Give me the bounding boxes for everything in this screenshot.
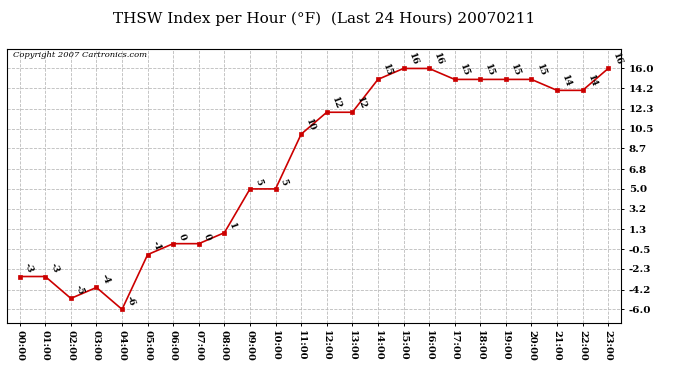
Text: -3: -3 — [23, 262, 34, 274]
Text: 1: 1 — [228, 222, 238, 231]
Text: 16: 16 — [406, 51, 420, 66]
Text: 15: 15 — [483, 62, 496, 77]
Text: 15: 15 — [535, 62, 547, 77]
Text: THSW Index per Hour (°F)  (Last 24 Hours) 20070211: THSW Index per Hour (°F) (Last 24 Hours)… — [113, 11, 535, 26]
Text: 15: 15 — [457, 62, 471, 77]
Text: 5: 5 — [279, 178, 289, 187]
Text: 15: 15 — [509, 62, 522, 77]
Text: 0: 0 — [176, 232, 187, 242]
Text: 14: 14 — [586, 73, 598, 88]
Text: 16: 16 — [611, 51, 624, 66]
Text: 10: 10 — [304, 117, 317, 132]
Text: 14: 14 — [560, 73, 573, 88]
Text: -4: -4 — [99, 273, 111, 285]
Text: -6: -6 — [125, 295, 137, 307]
Text: -1: -1 — [150, 240, 163, 252]
Text: 15: 15 — [381, 62, 394, 77]
Text: 16: 16 — [432, 51, 445, 66]
Text: -3: -3 — [48, 262, 60, 274]
Text: Copyright 2007 Cartronics.com: Copyright 2007 Cartronics.com — [13, 51, 147, 60]
Text: 12: 12 — [355, 95, 368, 110]
Text: 0: 0 — [202, 232, 213, 242]
Text: 5: 5 — [253, 178, 264, 187]
Text: 12: 12 — [330, 95, 343, 110]
Text: -5: -5 — [74, 284, 86, 296]
